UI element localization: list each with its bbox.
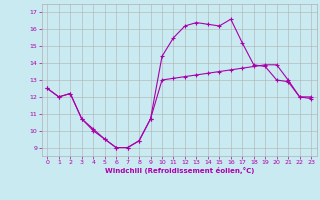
X-axis label: Windchill (Refroidissement éolien,°C): Windchill (Refroidissement éolien,°C) (105, 167, 254, 174)
